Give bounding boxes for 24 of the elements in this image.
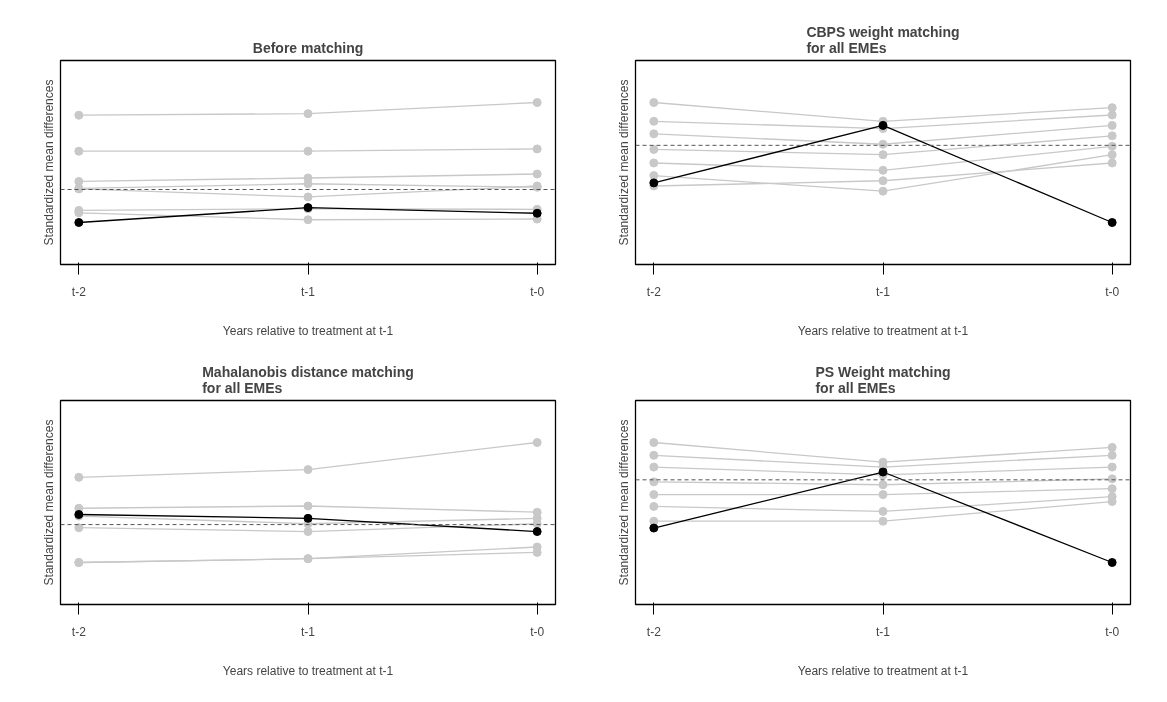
x-axis-title: Years relative to treatment at t-1 [222,323,394,338]
x-tick-label: t-2 [71,624,87,639]
x-tick-label: t-0 [530,624,545,639]
x-axis-title: Years relative to treatment at t-1 [797,323,969,338]
x-axis-title: Years relative to treatment at t-1 [797,663,969,678]
x-tick-label: t-0 [530,284,545,299]
x-axis-title: Years relative to treatment at t-1 [222,663,394,678]
y-axis-title: Standardized mean differences [616,79,631,246]
chart-title: Before matching [252,39,364,56]
chart-title: Mahalanobis distance matching for all EMEs [202,363,414,396]
x-tick-label: t-0 [1105,624,1120,639]
x-tick-label: t-1 [301,284,316,299]
x-tick-label: t-1 [876,624,891,639]
chart-title: PS Weight matching for all EMEs [815,363,951,396]
x-tick-label: t-1 [301,624,316,639]
x-tick-label: t-0 [1105,284,1120,299]
x-tick-label: t-2 [71,284,87,299]
y-axis-title: Standardized mean differences [41,79,56,246]
x-tick-label: t-2 [646,284,662,299]
x-tick-label: t-1 [876,284,891,299]
y-axis-title: Standardized mean differences [41,419,56,586]
y-axis-title: Standardized mean differences [616,419,631,586]
x-tick-label: t-2 [646,624,662,639]
chart-title: CBPS weight matching for all EMEs [806,23,960,56]
